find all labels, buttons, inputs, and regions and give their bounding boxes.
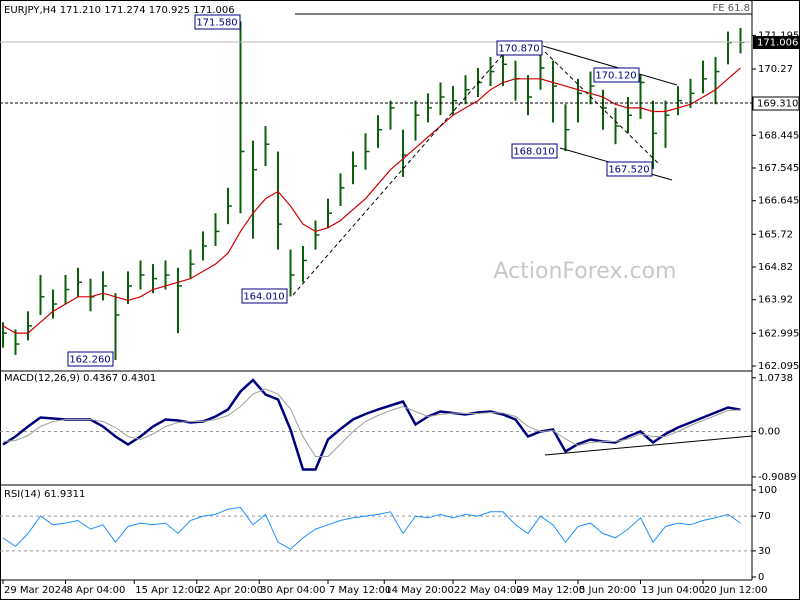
y-tick-label: 166.645	[758, 196, 799, 207]
indicator-line	[2, 506, 741, 550]
y-tick-label: -0.9089	[758, 472, 797, 483]
plot-layer: EURJPY,H4 171.210 171.274 170.925 171.00…	[0, 5, 799, 596]
price-annotation: 167.520	[608, 165, 649, 176]
y-tick-label: 168.445	[758, 130, 799, 141]
y-tick-label: 162.995	[758, 328, 799, 339]
x-tick-label: 7 May 12:00	[329, 585, 391, 596]
price-annotations: 171.580 164.010 162.260 170.870 168.010 …	[67, 14, 653, 367]
macd-trendline	[544, 435, 753, 456]
price-marker-bg	[752, 96, 800, 111]
trendline	[292, 51, 506, 296]
x-tick-label: 13 Jun 04:00	[642, 585, 706, 596]
price-annotation: 170.120	[595, 71, 636, 82]
price-marker-bg	[753, 36, 799, 49]
label-box	[67, 351, 114, 367]
axis-markers: 171.006 169.310	[752, 36, 800, 111]
label-box	[496, 40, 543, 56]
x-tick-label: 20 Jun 12:00	[704, 585, 768, 596]
price-marker: 169.310	[757, 99, 798, 110]
y-tick-label: 170.27	[758, 64, 793, 75]
x-tick-label: 22 May 04:00	[454, 585, 523, 596]
y-tick-label: 0	[758, 572, 764, 583]
price-annotation: 171.580	[196, 18, 237, 29]
x-tick-label: 30 Apr 04:00	[260, 585, 325, 596]
label-box	[606, 161, 653, 177]
label-box	[593, 67, 640, 83]
y-tick-label: 1.0738	[758, 373, 793, 384]
price-annotation: 170.870	[498, 44, 539, 55]
y-tick-label: 0.00	[758, 427, 780, 438]
x-tick-label: 14 May 20:00	[385, 585, 454, 596]
y-tick-label: 163.92	[758, 295, 793, 306]
y-tick-label: 162.095	[758, 361, 799, 372]
panel-title: MACD(12,26,9) 0.4367 0.4301	[4, 373, 156, 384]
price-annotation: 168.010	[513, 147, 554, 158]
label-box	[241, 288, 288, 304]
price-annotation: 162.260	[69, 355, 110, 366]
x-tick-label: 15 Apr 12:00	[135, 585, 200, 596]
moving-average	[2, 67, 741, 334]
y-tick-label: 100	[758, 485, 777, 496]
x-tick-label: 22 Apr 20:00	[198, 585, 263, 596]
watermark: ActionForex.com	[494, 259, 677, 284]
x-tick-label: 29 May 12:00	[517, 585, 586, 596]
indicator-line	[2, 388, 741, 457]
fe-label: FE 61.8	[712, 3, 750, 14]
x-tick-label: 8 Apr 04:00	[67, 585, 126, 596]
y-tick-label: 171.195	[758, 30, 799, 41]
label-box	[511, 143, 558, 159]
price-annotation: 164.010	[243, 292, 284, 303]
trendline	[544, 51, 661, 166]
y-tick-label: 167.545	[758, 163, 799, 174]
x-tick-label: 5 Jun 20:00	[579, 585, 636, 596]
channel-line	[542, 45, 678, 86]
y-tick-label: 70	[758, 511, 771, 522]
label-box	[194, 14, 241, 30]
y-tick-label: 30	[758, 546, 771, 557]
y-tick-label: 164.82	[758, 262, 793, 273]
panel-title: EURJPY,H4 171.210 171.274 170.925 171.00…	[4, 5, 235, 16]
x-tick-label: 29 Mar 2024	[4, 585, 67, 596]
price-marker: 171.006	[757, 38, 798, 49]
panel-title: RSI(14) 61.9311	[4, 489, 85, 500]
y-tick-label: 165.72	[758, 229, 793, 240]
